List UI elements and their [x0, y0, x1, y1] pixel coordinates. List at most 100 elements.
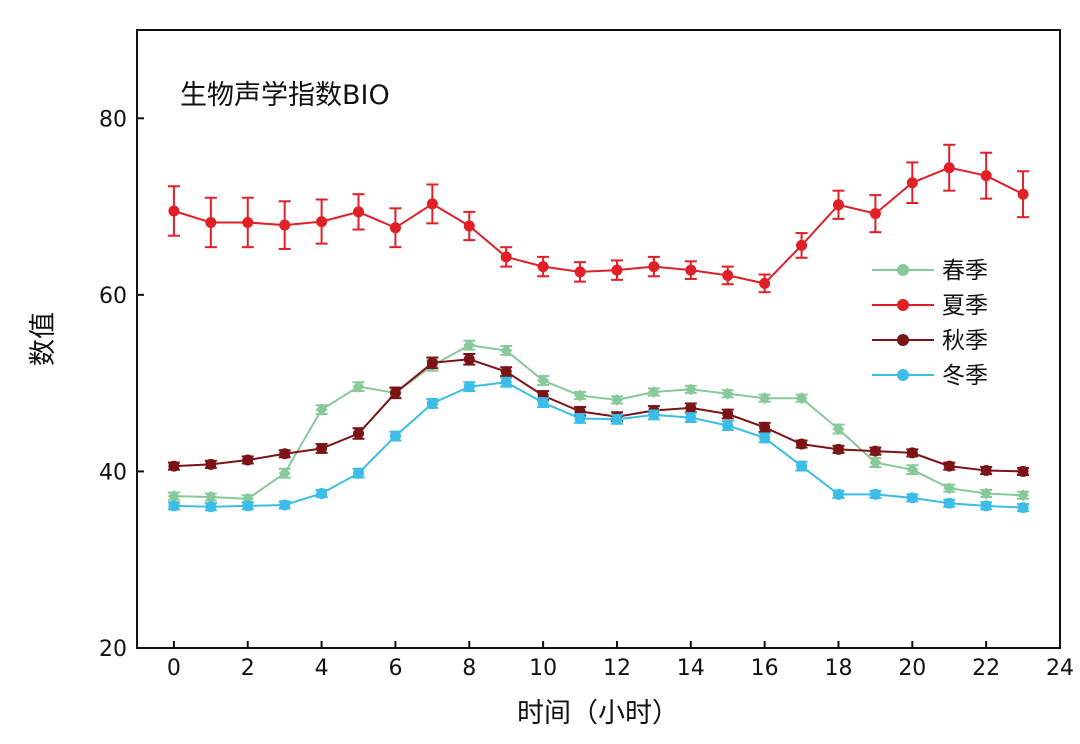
data-point [832, 443, 844, 455]
data-point [759, 421, 771, 433]
data-point [906, 447, 918, 459]
data-point [352, 380, 365, 393]
data-point [685, 264, 697, 276]
data-point [1017, 188, 1029, 200]
data-point [168, 460, 180, 472]
x-tick-label: 6 [388, 656, 402, 681]
data-point [685, 412, 697, 424]
data-point [426, 397, 438, 409]
x-tick-label: 2 [241, 656, 255, 681]
data-point [832, 488, 844, 500]
data-point [389, 430, 401, 442]
legend-swatch-marker [897, 299, 909, 311]
data-point [242, 500, 254, 512]
data-point [611, 264, 623, 276]
data-point [278, 467, 291, 480]
data-point [463, 220, 475, 232]
data-point [869, 488, 881, 500]
data-point [759, 432, 771, 444]
legend-label: 春季 [942, 258, 988, 284]
data-point [943, 482, 956, 495]
y-tick-label: 40 [99, 460, 127, 485]
data-point [574, 266, 586, 278]
data-point [426, 198, 438, 210]
data-point [537, 261, 549, 273]
data-point [500, 376, 512, 388]
y-axis: 20 40 60 80 [99, 107, 144, 662]
y-tick-label: 60 [99, 284, 127, 309]
y-tick-label: 20 [99, 637, 127, 662]
data-point [279, 448, 291, 460]
data-point [980, 500, 992, 512]
data-point [943, 497, 955, 509]
data-point [610, 393, 623, 406]
series-4 [167, 376, 1030, 514]
y-axis-title: 数值 [28, 312, 59, 366]
data-point [204, 491, 217, 504]
legend-label: 冬季 [942, 363, 988, 389]
legend-swatch-marker [897, 369, 909, 381]
data-point [426, 357, 438, 369]
x-tick-label: 14 [677, 656, 705, 681]
series-2 [167, 143, 1030, 294]
data-point [648, 261, 660, 273]
data-point [721, 387, 734, 400]
y-tick-label: 80 [99, 107, 127, 132]
legend-swatch-marker [897, 264, 909, 276]
data-point [205, 216, 217, 228]
data-point [316, 216, 328, 228]
legend-item: 夏季 [872, 293, 988, 319]
x-tick-label: 8 [462, 656, 476, 681]
data-point [500, 366, 512, 378]
data-point [353, 206, 365, 218]
data-point [684, 383, 697, 396]
data-point [943, 162, 955, 174]
x-tick-label: 10 [529, 656, 557, 681]
x-tick-label: 18 [824, 656, 852, 681]
data-point [722, 269, 734, 281]
data-point [906, 177, 918, 189]
data-point [167, 490, 180, 503]
data-point [500, 251, 512, 263]
data-point [537, 397, 549, 409]
data-point [906, 492, 918, 504]
data-point [869, 208, 881, 220]
data-point [242, 216, 254, 228]
data-point [796, 438, 808, 450]
series-line [173, 166, 1024, 285]
data-point [759, 277, 771, 289]
data-point [168, 205, 180, 217]
data-point [574, 389, 587, 402]
data-point [242, 454, 254, 466]
data-point [869, 456, 882, 469]
data-point [980, 487, 993, 500]
data-point [463, 381, 475, 393]
legend-label: 秋季 [942, 328, 988, 354]
data-point [832, 423, 845, 436]
data-point [796, 460, 808, 472]
data-point [463, 353, 475, 365]
series-1 [167, 339, 1030, 505]
data-point [316, 442, 328, 454]
data-point [316, 488, 328, 499]
data-point [980, 170, 992, 182]
data-point [611, 413, 623, 425]
series-line [173, 344, 1024, 500]
plot-frame [136, 29, 1061, 649]
data-point [389, 387, 401, 399]
series-layer [167, 143, 1030, 514]
data-point [796, 239, 808, 251]
data-point [1017, 489, 1030, 502]
data-point [758, 392, 771, 405]
data-point [500, 344, 513, 357]
chart-title: 生物声学指数BIO [180, 80, 390, 111]
legend-item: 冬季 [872, 363, 988, 389]
x-tick-label: 12 [603, 656, 631, 681]
series-line [173, 381, 1024, 509]
legend-item: 秋季 [872, 328, 988, 354]
data-point [795, 392, 808, 405]
data-point [353, 427, 365, 439]
data-point [906, 463, 919, 476]
data-point [1017, 502, 1029, 514]
